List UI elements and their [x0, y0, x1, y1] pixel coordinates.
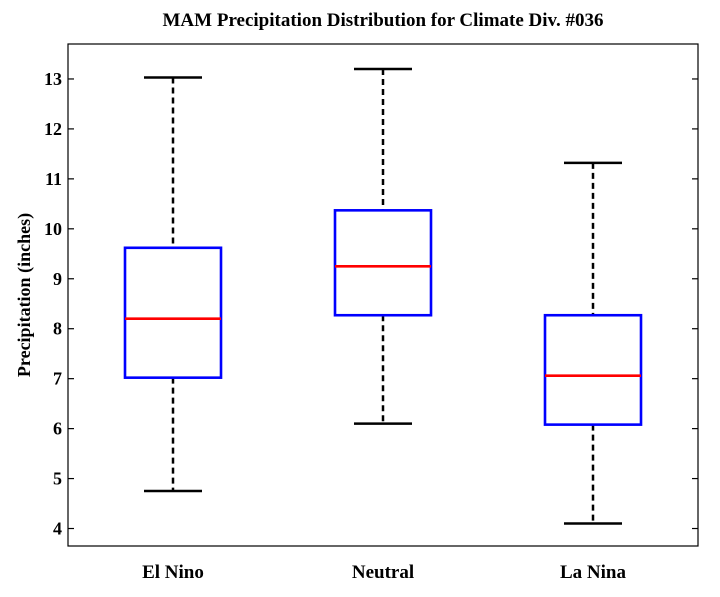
y-tick-label: 6 — [53, 419, 62, 439]
x-category-label: La Nina — [560, 562, 626, 583]
y-axis: 4 5 6 7 8 9 10 11 12 13 — [44, 69, 698, 539]
iqr-box — [333, 209, 433, 317]
y-tick-label: 11 — [45, 169, 62, 189]
x-axis: El Nino Neutral La Nina — [142, 562, 626, 583]
box-group — [333, 67, 433, 425]
boxes — [123, 67, 643, 525]
y-tick-label: 10 — [44, 219, 62, 239]
y-tick-label: 7 — [53, 369, 62, 389]
y-tick-label: 4 — [53, 519, 62, 539]
y-tick-label: 8 — [53, 319, 62, 339]
chart-title: MAM Precipitation Distribution for Clima… — [163, 10, 604, 31]
plot-frame — [67, 43, 699, 547]
box-group — [123, 76, 223, 493]
y-axis-label: Precipitation (inches) — [14, 213, 35, 377]
x-category-label: Neutral — [352, 562, 414, 583]
y-tick-label: 9 — [53, 269, 62, 289]
y-tick-label: 13 — [44, 69, 62, 89]
box-group — [543, 161, 643, 525]
y-tick-label: 12 — [44, 119, 62, 139]
x-category-label: El Nino — [142, 562, 204, 583]
iqr-box — [123, 246, 223, 379]
y-tick-label: 5 — [53, 469, 62, 489]
iqr-box — [543, 313, 643, 426]
